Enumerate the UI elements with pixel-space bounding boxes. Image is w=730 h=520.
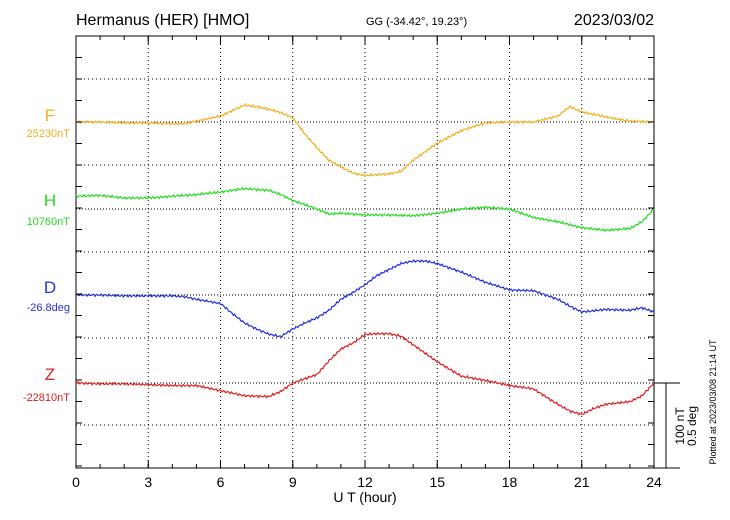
series-line-d xyxy=(75,259,655,339)
series-name-f: F xyxy=(45,106,55,125)
x-ticks: 0 3 6 9 12 15 18 21 24 xyxy=(72,36,662,490)
x-tick-label: 24 xyxy=(646,474,662,490)
x-tick-label: 15 xyxy=(429,474,445,490)
station-coords: GG (-34.42°, 19.23°) xyxy=(366,16,467,28)
x-axis-label: U T (hour) xyxy=(333,489,396,505)
scale-bar-nt: 100 nT xyxy=(673,407,687,445)
series-line-z xyxy=(75,331,655,416)
x-tick-label: 21 xyxy=(574,474,590,490)
x-tick-label: 9 xyxy=(289,474,297,490)
grid xyxy=(76,36,654,468)
series-name-d: D xyxy=(44,278,56,297)
x-tick-label: 3 xyxy=(144,474,152,490)
date-label: 2023/03/02 xyxy=(574,12,654,29)
x-tick-label: 12 xyxy=(357,474,373,490)
series-baseline-f: 25230nT xyxy=(27,128,71,140)
series-baseline-d: -26.8deg xyxy=(27,302,70,314)
plotted-at-note: Plotted at 2023/03/08 21:14 UT xyxy=(708,339,718,465)
series-name-h: H xyxy=(44,191,56,210)
scale-bar-deg: 0.5 deg xyxy=(685,406,699,446)
series-line-f xyxy=(75,102,655,178)
x-tick-label: 18 xyxy=(502,474,518,490)
x-tick-label: 6 xyxy=(217,474,225,490)
x-tick-label: 0 xyxy=(72,474,80,490)
series-baseline-h: 10760nT xyxy=(27,216,71,228)
series-baseline-z: -22810nT xyxy=(23,392,70,404)
baselines xyxy=(76,121,654,384)
station-title: Hermanus (HER) [HMO] xyxy=(76,12,249,29)
series-name-z: Z xyxy=(45,365,55,384)
series-line-h xyxy=(75,186,655,232)
series-lines xyxy=(75,102,655,416)
series-labels: F 25230nT H 10760nT D -26.8deg Z -22810nT xyxy=(23,106,70,404)
scale-bar: 100 nT 0.5 deg xyxy=(654,382,699,469)
